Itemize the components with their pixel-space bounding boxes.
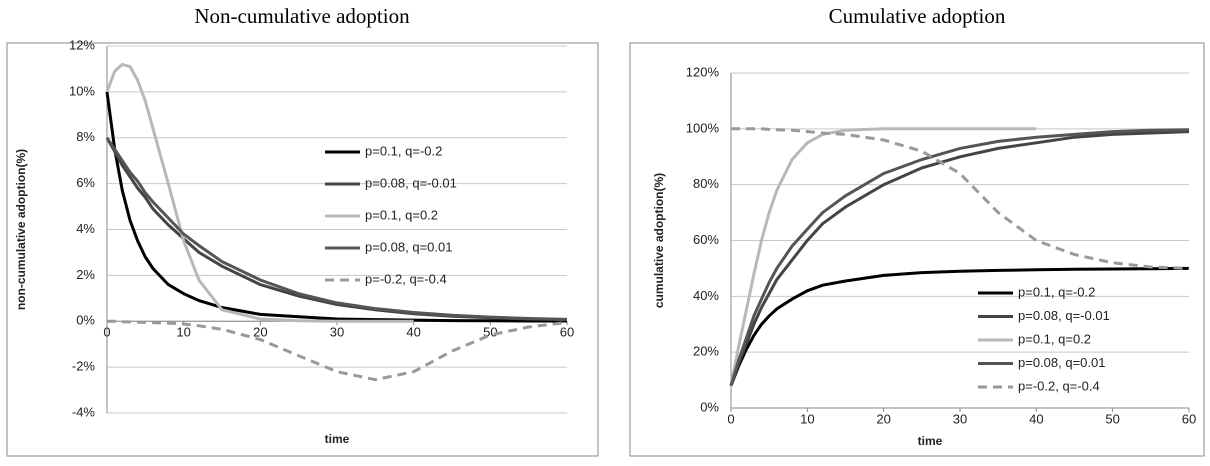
x-axis-title: time [918,434,943,448]
y-tick-label: -2% [72,359,96,374]
y-tick-label: 4% [76,221,95,236]
y-tick-label: 8% [76,129,95,144]
legend-label: p=-0.2, q=-0.4 [365,271,447,286]
legend-label: p=0.08, q=0.01 [365,239,452,254]
legend-label: p=0.1, q=-0.2 [1018,284,1095,299]
x-tick-label: 10 [800,411,814,426]
legend-label: p=-0.2, q=-0.4 [1018,378,1100,393]
series-line [729,127,1037,386]
series-line [729,128,1190,387]
x-tick-label: 0 [727,411,734,426]
y-tick-label: 6% [76,175,95,190]
legend-label: p=0.08, q=-0.01 [1018,308,1110,323]
x-tick-label: 0 [103,325,110,340]
y-tick-label: 2% [76,267,95,282]
chart-title: Non-cumulative adoption [194,4,410,28]
x-tick-label: 40 [406,325,420,340]
series-line [105,91,567,323]
x-tick-label: 60 [1182,411,1196,426]
y-tick-label: 120% [686,64,720,79]
series-line [107,319,568,382]
series-line [729,130,1190,387]
y-tick-label: 100% [686,120,720,135]
y-tick-label: 0% [76,313,95,328]
y-tick-label: 40% [693,288,719,303]
panel-frame [6,42,599,457]
y-tick-label: -4% [72,404,96,419]
series-line [105,136,568,321]
legend-label: p=0.1, q=-0.2 [365,143,442,158]
x-tick-label: 20 [876,411,890,426]
x-tick-label: 10 [176,325,190,340]
y-tick-label: 60% [693,232,719,247]
panel-frame [629,42,1205,457]
series-line [105,62,414,323]
y-tick-label: 20% [693,344,719,359]
x-tick-label: 60 [560,325,574,340]
legend-label: p=0.08, q=-0.01 [365,175,457,190]
y-axis-title: cumulative adoption(%) [652,173,666,308]
y-tick-label: 10% [69,83,95,98]
series-line [105,137,568,322]
y-tick-label: 0% [700,399,719,414]
y-tick-label: 12% [69,37,95,52]
legend-label: p=0.08, q=0.01 [1018,355,1105,370]
x-tick-label: 50 [1105,411,1119,426]
y-axis-title: non-cumulative adoption(%) [14,149,28,310]
x-axis-title: time [325,432,350,446]
x-tick-label: 20 [253,325,267,340]
y-tick-label: 80% [693,176,719,191]
legend-label: p=0.1, q=0.2 [1018,331,1091,346]
x-tick-label: 30 [330,325,344,340]
x-tick-label: 40 [1029,411,1043,426]
legend-label: p=0.1, q=0.2 [365,207,438,222]
series-line [729,266,1190,387]
chart-title: Cumulative adoption [829,4,1006,28]
x-tick-label: 30 [953,411,967,426]
